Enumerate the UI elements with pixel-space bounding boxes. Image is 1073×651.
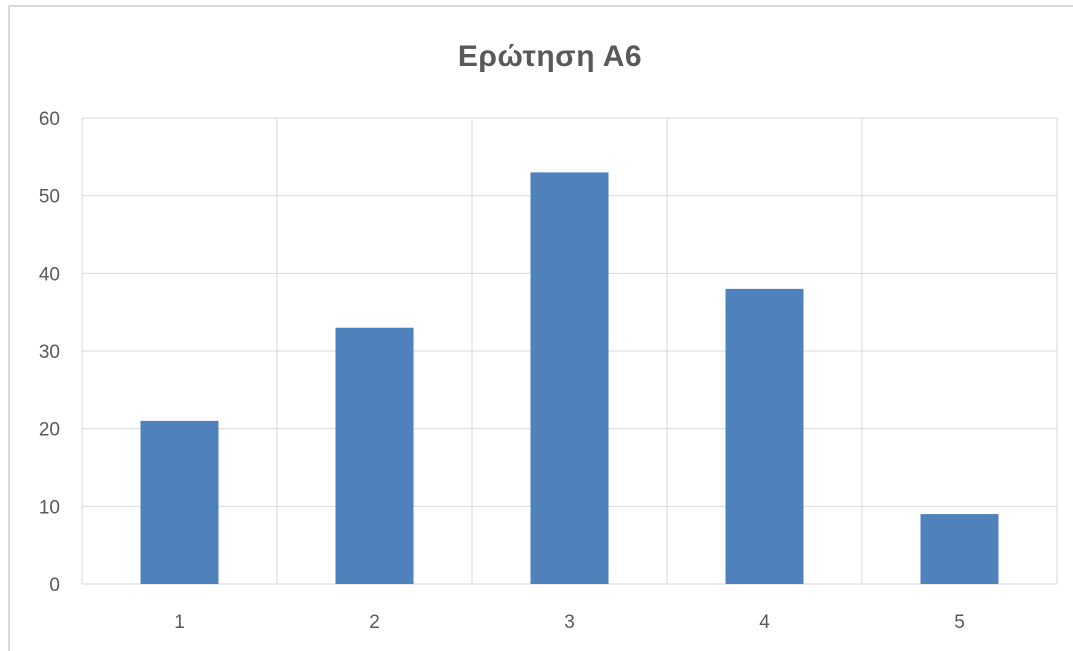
- y-tick-label: 60: [39, 109, 60, 130]
- bar-2: [335, 327, 414, 584]
- x-tick-label: 5: [954, 612, 965, 633]
- y-tick-label: 20: [39, 420, 60, 441]
- x-axis-ticks: 1 2 3 4 5: [174, 612, 965, 633]
- chart-title: Ερώτηση Α6: [457, 40, 643, 73]
- bar-3: [530, 172, 609, 584]
- y-tick-label: 30: [39, 342, 60, 363]
- y-tick-label: 10: [39, 497, 60, 518]
- bar-1: [140, 420, 219, 584]
- x-tick-label: 1: [174, 612, 185, 633]
- x-tick-label: 3: [564, 612, 575, 633]
- x-tick-label: 4: [759, 612, 770, 633]
- y-tick-label: 0: [49, 575, 60, 596]
- bar-5: [920, 514, 999, 584]
- bar-4: [725, 288, 804, 584]
- y-axis-ticks: 0 10 20 30 40 50 60: [39, 109, 60, 596]
- y-tick-label: 40: [39, 264, 60, 285]
- y-tick-label: 50: [39, 187, 60, 208]
- bars: [140, 172, 999, 584]
- x-tick-label: 2: [369, 612, 380, 633]
